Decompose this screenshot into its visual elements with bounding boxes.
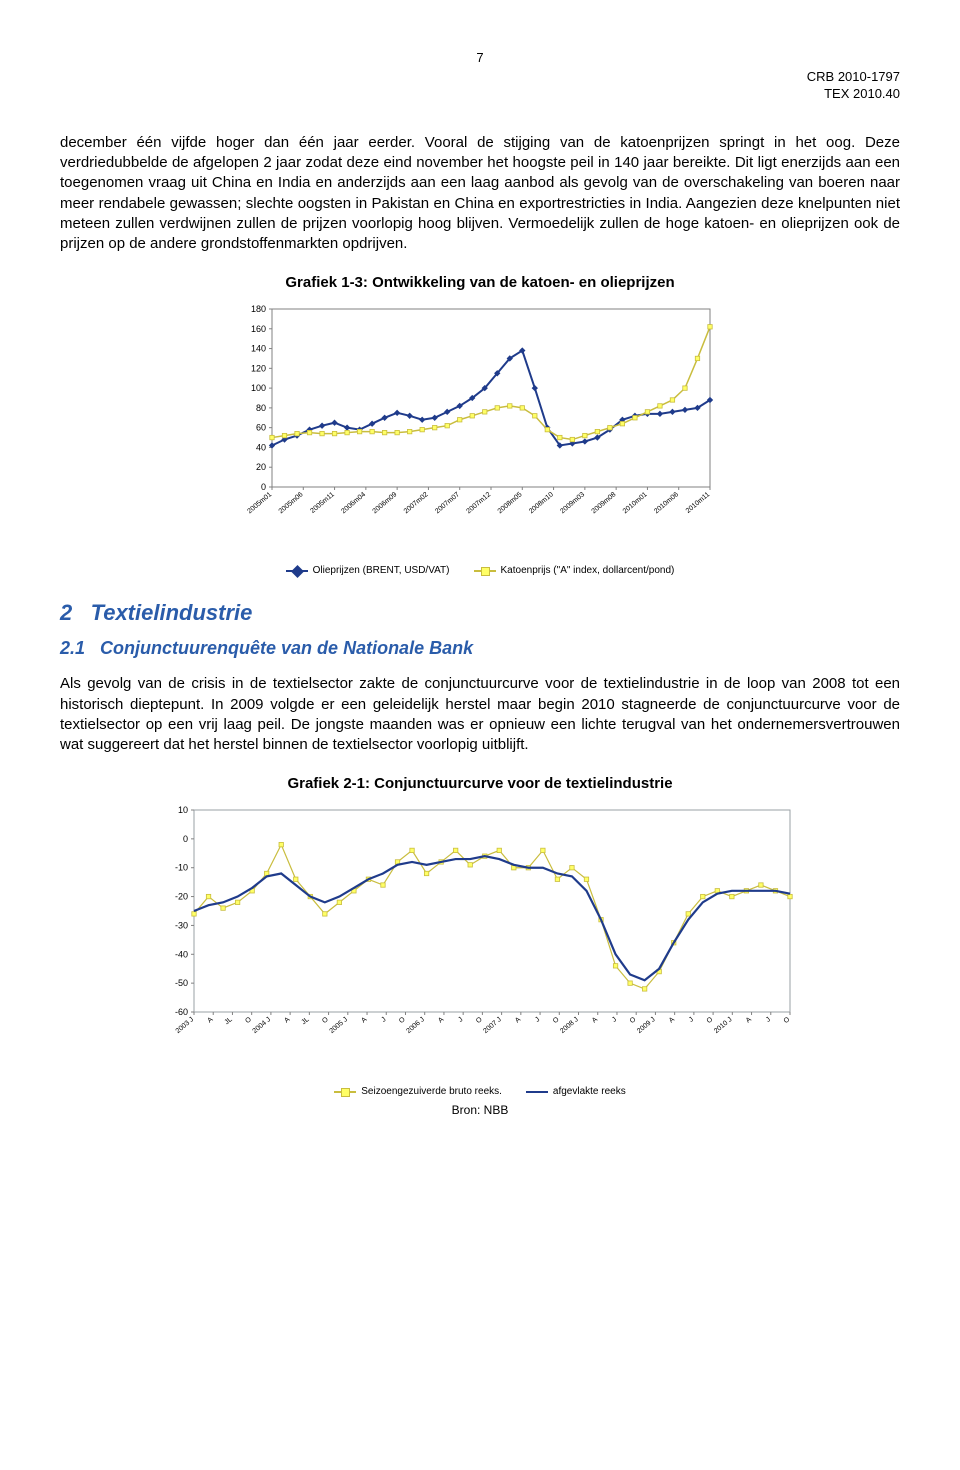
svg-text:-30: -30 bbox=[175, 921, 188, 931]
svg-text:2003 J: 2003 J bbox=[175, 1016, 196, 1035]
svg-text:O: O bbox=[398, 1016, 407, 1025]
svg-text:2005m01: 2005m01 bbox=[246, 491, 273, 515]
legend-item: Seizoengezuiverde bruto reeks. bbox=[334, 1086, 502, 1097]
chart2-source: Bron: NBB bbox=[60, 1103, 900, 1117]
doc-ref-1: CRB 2010-1797 bbox=[807, 69, 900, 84]
legend-item: Katoenprijs ("A" index, dollarcent/pond) bbox=[474, 565, 675, 576]
svg-text:2005m11: 2005m11 bbox=[309, 491, 336, 515]
legend-item: afgevlakte reeks bbox=[526, 1086, 626, 1097]
svg-text:2006m09: 2006m09 bbox=[372, 491, 399, 515]
svg-text:2008 J: 2008 J bbox=[559, 1016, 580, 1035]
chart1: 0204060801001201401601802005m012005m0620… bbox=[60, 301, 900, 541]
chart1-legend: Olieprijzen (BRENT, USD/VAT) Katoenprijs … bbox=[60, 565, 900, 576]
svg-text:140: 140 bbox=[251, 344, 266, 354]
svg-text:J: J bbox=[765, 1016, 772, 1024]
section-2-heading: 2 Textielindustrie bbox=[60, 600, 900, 626]
svg-text:O: O bbox=[706, 1016, 715, 1025]
svg-text:2008m05: 2008m05 bbox=[497, 491, 524, 515]
svg-text:O: O bbox=[783, 1016, 792, 1025]
svg-text:120: 120 bbox=[251, 364, 266, 374]
svg-text:A: A bbox=[206, 1016, 214, 1025]
chart2-title: Grafiek 2-1: Conjunctuurcurve voor de te… bbox=[60, 775, 900, 792]
section-2-number: 2 bbox=[60, 600, 72, 625]
svg-text:A: A bbox=[668, 1016, 676, 1025]
svg-text:-40: -40 bbox=[175, 950, 188, 960]
doc-ref-2: TEX 2010.40 bbox=[824, 86, 900, 101]
svg-text:2007m07: 2007m07 bbox=[434, 491, 461, 515]
svg-text:160: 160 bbox=[251, 324, 266, 334]
svg-text:-20: -20 bbox=[175, 892, 188, 902]
svg-text:2010m01: 2010m01 bbox=[622, 491, 649, 515]
svg-text:-60: -60 bbox=[175, 1007, 188, 1017]
svg-text:-50: -50 bbox=[175, 978, 188, 988]
svg-text:0: 0 bbox=[183, 834, 188, 844]
svg-text:2005m06: 2005m06 bbox=[278, 491, 305, 515]
svg-text:J: J bbox=[380, 1016, 387, 1024]
chart1-svg: 0204060801001201401601802005m012005m0620… bbox=[240, 301, 720, 541]
svg-text:J: J bbox=[611, 1016, 618, 1024]
svg-text:J: J bbox=[457, 1016, 464, 1024]
svg-text:20: 20 bbox=[256, 463, 266, 473]
svg-text:A: A bbox=[514, 1016, 522, 1025]
legend-item: Olieprijzen (BRENT, USD/VAT) bbox=[286, 565, 450, 576]
subsection-2-1-number: 2.1 bbox=[60, 638, 85, 658]
chart2-legend: Seizoengezuiverde bruto reeks. afgevlakte… bbox=[60, 1086, 900, 1097]
svg-text:JL: JL bbox=[224, 1016, 234, 1026]
svg-text:2007m02: 2007m02 bbox=[403, 491, 430, 515]
svg-text:40: 40 bbox=[256, 443, 266, 453]
svg-text:O: O bbox=[244, 1016, 253, 1025]
svg-text:60: 60 bbox=[256, 423, 266, 433]
svg-text:2004 J: 2004 J bbox=[252, 1016, 273, 1035]
paragraph-1: december één vijfde hoger dan één jaar e… bbox=[60, 133, 900, 255]
paragraph-2: Als gevolg van de crisis in de textielse… bbox=[60, 674, 900, 755]
svg-text:2007m12: 2007m12 bbox=[465, 491, 492, 515]
svg-text:O: O bbox=[552, 1016, 561, 1025]
svg-text:O: O bbox=[321, 1016, 330, 1025]
svg-text:100: 100 bbox=[251, 383, 266, 393]
page-number: 7 bbox=[60, 50, 900, 65]
svg-text:J: J bbox=[534, 1016, 541, 1024]
svg-text:180: 180 bbox=[251, 304, 266, 314]
chart2-svg: -60-50-40-30-20-100102003 JAJLO2004 JAJL… bbox=[160, 802, 800, 1062]
subsection-2-1-title: Conjunctuurenquête van de Nationale Bank bbox=[100, 638, 473, 658]
chart2: -60-50-40-30-20-100102003 JAJLO2004 JAJL… bbox=[60, 802, 900, 1062]
subsection-2-1-heading: 2.1 Conjunctuurenquête van de Nationale … bbox=[60, 638, 900, 659]
svg-text:10: 10 bbox=[178, 805, 188, 815]
svg-text:2009 J: 2009 J bbox=[636, 1016, 657, 1035]
svg-text:A: A bbox=[283, 1016, 291, 1025]
svg-text:O: O bbox=[475, 1016, 484, 1025]
svg-text:A: A bbox=[745, 1016, 753, 1025]
svg-text:2005 J: 2005 J bbox=[328, 1016, 349, 1035]
svg-text:2009m08: 2009m08 bbox=[591, 491, 618, 515]
svg-text:2008m10: 2008m10 bbox=[528, 491, 555, 515]
svg-text:2007 J: 2007 J bbox=[482, 1016, 503, 1035]
doc-reference: CRB 2010-1797 TEX 2010.40 bbox=[60, 69, 900, 103]
svg-text:A: A bbox=[437, 1016, 445, 1025]
svg-text:2010m06: 2010m06 bbox=[653, 491, 680, 515]
svg-text:80: 80 bbox=[256, 403, 266, 413]
svg-text:-10: -10 bbox=[175, 863, 188, 873]
section-2-title: Textielindustrie bbox=[91, 600, 253, 625]
svg-text:2010m11: 2010m11 bbox=[685, 491, 712, 515]
svg-text:JL: JL bbox=[300, 1016, 310, 1026]
svg-text:A: A bbox=[591, 1016, 599, 1025]
svg-text:J: J bbox=[688, 1016, 695, 1024]
svg-text:2009m03: 2009m03 bbox=[559, 491, 586, 515]
svg-text:O: O bbox=[629, 1016, 638, 1025]
svg-text:2010 J: 2010 J bbox=[713, 1016, 734, 1035]
chart1-title: Grafiek 1-3: Ontwikkeling van de katoen-… bbox=[60, 274, 900, 291]
svg-text:2006m04: 2006m04 bbox=[340, 491, 367, 515]
svg-text:A: A bbox=[360, 1016, 368, 1025]
svg-text:2006 J: 2006 J bbox=[405, 1016, 426, 1035]
svg-text:0: 0 bbox=[261, 482, 266, 492]
